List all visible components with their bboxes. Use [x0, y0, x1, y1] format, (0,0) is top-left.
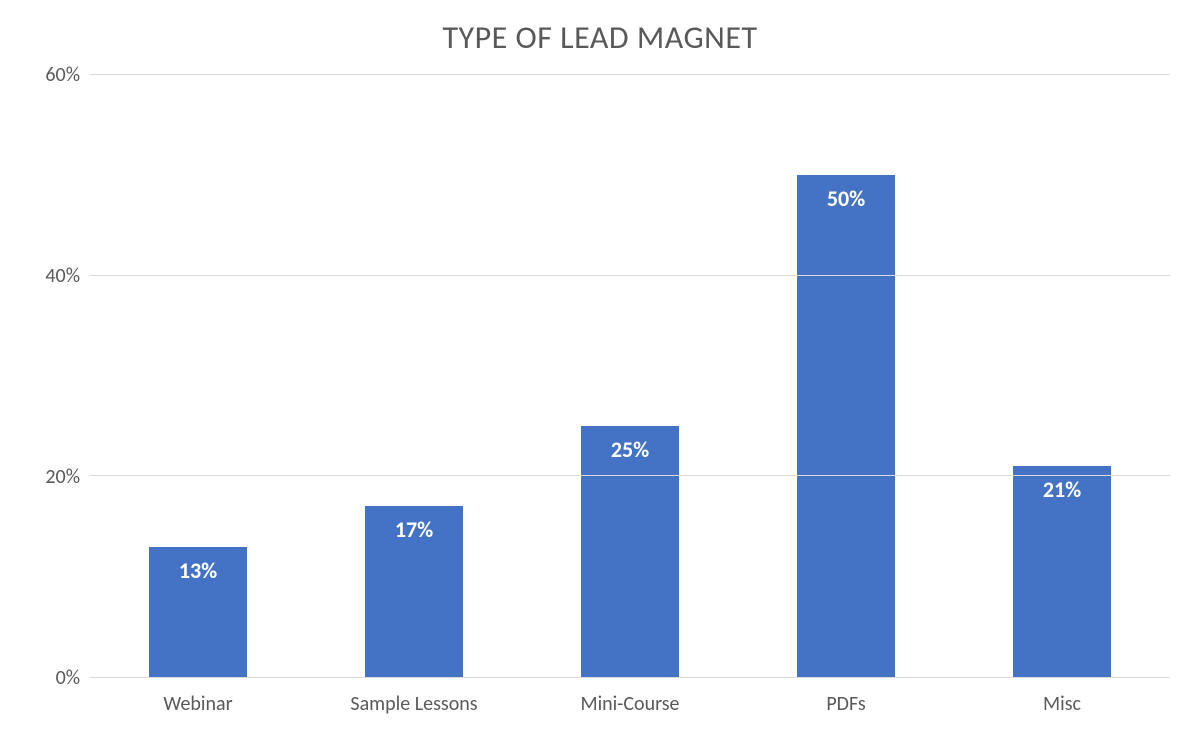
- x-category-label: Webinar: [90, 692, 306, 716]
- bar-value-label: 25%: [611, 436, 649, 463]
- bar-slot: 21%: [954, 75, 1170, 677]
- y-tick-label: 40%: [45, 264, 80, 288]
- y-tick-label: 20%: [45, 465, 80, 489]
- bar-slot: 25%: [522, 75, 738, 677]
- plot-row: 0%20%40%60% 13%17%25%50%21%: [30, 75, 1170, 678]
- chart-title: TYPE OF LEAD MAGNET: [30, 18, 1170, 57]
- bar-value-label: 17%: [395, 516, 433, 543]
- x-category-label: PDFs: [738, 692, 954, 716]
- x-category-label: Sample Lessons: [306, 692, 522, 716]
- bar-value-label: 13%: [179, 557, 217, 584]
- gridline: [90, 275, 1170, 276]
- x-category-label: Misc: [954, 692, 1170, 716]
- bar: 25%: [581, 426, 678, 677]
- x-axis-row: WebinarSample LessonsMini-CoursePDFsMisc: [90, 678, 1170, 722]
- bar: 21%: [1013, 466, 1110, 677]
- bar-slot: 13%: [90, 75, 306, 677]
- y-axis: 0%20%40%60%: [30, 75, 90, 678]
- bar: 13%: [149, 547, 246, 677]
- y-tick-label: 60%: [45, 63, 80, 87]
- gridline: [90, 475, 1170, 476]
- gridline: [90, 74, 1170, 75]
- bar: 17%: [365, 506, 462, 677]
- bars-layer: 13% 17% 25% 50% 21%: [90, 75, 1170, 677]
- chart-container: TYPE OF LEAD MAGNET 0% 20% 40% 60% 13% 17% 25…: [0, 0, 1200, 742]
- bar: 50%: [797, 175, 894, 677]
- y-tick-label: 0%: [56, 666, 80, 690]
- bar-value-label: 50%: [827, 185, 865, 212]
- bar-slot: 17%: [306, 75, 522, 677]
- bar-value-label: 21%: [1043, 476, 1081, 503]
- x-category-label: Mini-Course: [522, 692, 738, 716]
- plot-area: 13% 17% 25% 50% 21%: [90, 75, 1170, 678]
- bar-slot: 50%: [738, 75, 954, 677]
- x-axis: WebinarSample LessonsMini-CoursePDFsMisc: [90, 678, 1170, 722]
